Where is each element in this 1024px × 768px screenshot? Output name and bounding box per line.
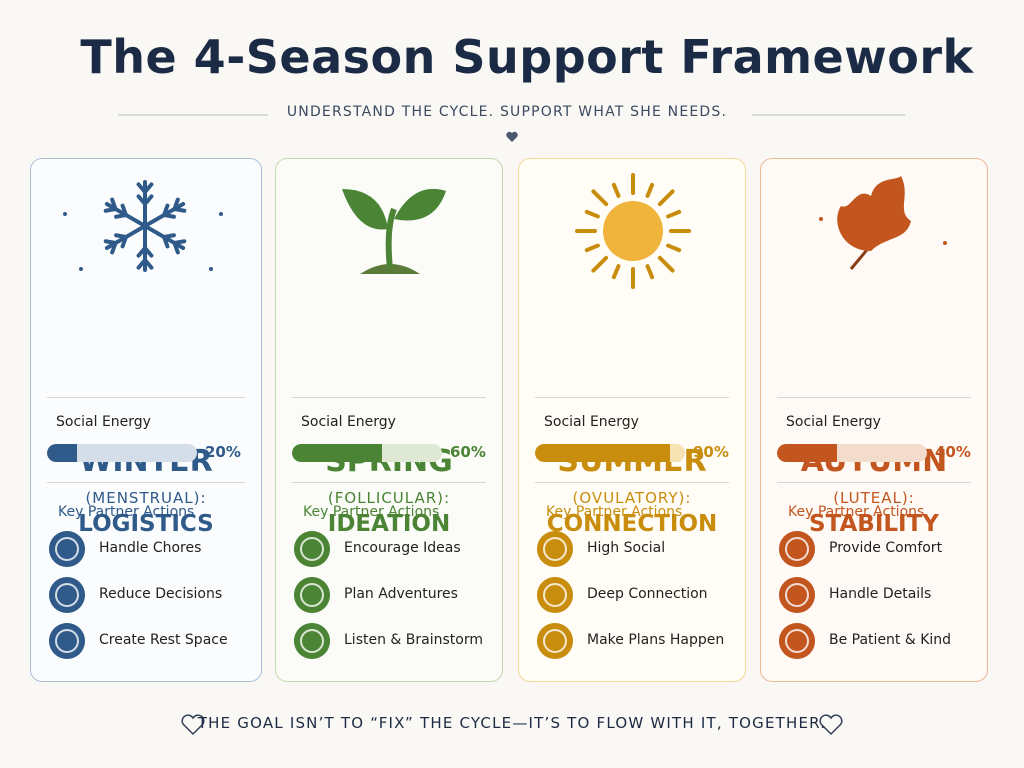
action-label: Handle Chores (99, 540, 202, 556)
action-icon (294, 623, 330, 659)
season-phase: (LUTEAL): (833, 489, 915, 507)
action-icon (779, 577, 815, 613)
actions-title: Key Partner Actions (303, 504, 440, 520)
action-icon (294, 531, 330, 567)
footer-hearts (181, 714, 843, 736)
season-theme: STABILITY (809, 511, 939, 537)
energy-bar (292, 444, 382, 462)
season-icon (575, 173, 691, 289)
action-icon (537, 531, 573, 567)
action-icon (779, 531, 815, 567)
divider (535, 482, 729, 483)
action-icon (294, 577, 330, 613)
action-icon (49, 531, 85, 567)
action-label: Plan Adventures (344, 586, 458, 602)
energy-title: Social Energy (544, 414, 639, 430)
energy-track (292, 444, 442, 462)
energy-bar (47, 444, 77, 462)
divider (292, 482, 486, 483)
divider (777, 397, 971, 398)
season-theme: LOGISTICS (78, 511, 214, 537)
divider (535, 397, 729, 398)
divider (47, 482, 245, 483)
energy-title: Social Energy (56, 414, 151, 430)
energy-title: Social Energy (301, 414, 396, 430)
action-icon (537, 577, 573, 613)
action-icon (49, 577, 85, 613)
action-label: Deep Connection (587, 586, 708, 602)
season-theme: IDEATION (327, 511, 451, 537)
action-label: Reduce Decisions (99, 586, 223, 602)
season-icon (342, 188, 446, 274)
season-phase: (MENSTRUAL): (85, 489, 207, 507)
actions-title: Key Partner Actions (58, 504, 195, 520)
title: The 4-Season Support Framework (80, 30, 974, 84)
actions-title: Key Partner Actions (788, 504, 925, 520)
action-label: Handle Details (829, 586, 932, 602)
action-label: Encourage Ideas (344, 540, 461, 556)
energy-value: 90% (693, 443, 729, 461)
energy-value: 40% (935, 443, 971, 461)
action-icon (49, 623, 85, 659)
energy-track (777, 444, 927, 462)
action-label: Create Rest Space (99, 632, 228, 648)
season-phase: (OVULATORY): (572, 489, 692, 507)
season-icon (63, 180, 223, 272)
action-label: Provide Comfort (829, 540, 943, 556)
action-label: Make Plans Happen (587, 632, 725, 648)
energy-track (535, 444, 685, 462)
subtitle-decor (118, 114, 905, 142)
actions-title: Key Partner Actions (546, 504, 683, 520)
action-label: High Social (587, 540, 666, 556)
energy-track (47, 444, 197, 462)
action-icon (537, 623, 573, 659)
energy-value: 20% (205, 443, 241, 461)
energy-bar (535, 444, 670, 462)
season-theme: CONNECTION (546, 511, 718, 537)
subtitle: UNDERSTAND THE CYCLE. SUPPORT WHAT SHE N… (286, 104, 728, 120)
divider (292, 397, 486, 398)
season-icon (819, 176, 947, 270)
action-icon (779, 623, 815, 659)
divider (47, 397, 245, 398)
footer: THE GOAL ISN’T TO “FIX” THE CYCLE—IT’S T… (197, 714, 827, 732)
energy-bar (777, 444, 837, 462)
divider (777, 482, 971, 483)
season-phase: (FOLLICULAR): (327, 489, 451, 507)
action-label: Be Patient & Kind (829, 632, 952, 648)
action-label: Listen & Brainstorm (344, 632, 483, 648)
energy-value: 60% (450, 443, 486, 461)
energy-title: Social Energy (786, 414, 881, 430)
